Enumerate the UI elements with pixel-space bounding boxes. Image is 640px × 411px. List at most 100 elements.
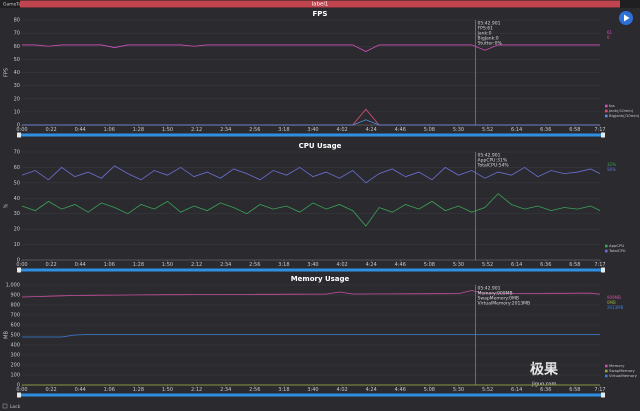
- series-line: [21, 165, 601, 184]
- x-tick-label: 0:00: [16, 262, 27, 268]
- watermark-brand: 极果: [530, 361, 559, 378]
- x-tick-label: 0:44: [75, 387, 86, 393]
- scroll-handle[interactable]: [17, 132, 21, 138]
- y-tick-label: 300: [10, 353, 20, 359]
- x-tick-label: 2:34: [220, 127, 231, 133]
- x-tick-label: 2:12: [191, 127, 202, 133]
- x-tick-label: 6:14: [511, 387, 522, 393]
- scrollbar: [19, 133, 603, 137]
- scroll-handle[interactable]: [17, 267, 21, 273]
- tooltip-line: Memory:909MB: [478, 291, 513, 297]
- legend-swatch: [605, 364, 608, 368]
- y-tick-label: 80: [14, 18, 20, 24]
- tab-name[interactable]: GameTab: [3, 2, 24, 8]
- y-tick-label: 30: [14, 211, 20, 217]
- tooltip-line: FPS:61: [478, 26, 494, 32]
- lock-checkbox[interactable]: [2, 403, 8, 409]
- x-tick-label: 1:06: [104, 262, 115, 268]
- scroll-handle[interactable]: [601, 392, 605, 398]
- x-tick-label: 2:34: [220, 387, 231, 393]
- legend-swatch: [605, 244, 608, 248]
- x-tick-label: 5:52: [482, 262, 493, 268]
- y-axis-label: %: [4, 203, 10, 208]
- x-tick-label: 1:06: [104, 387, 115, 393]
- x-tick-label: 6:58: [569, 127, 580, 133]
- label: label1: [312, 2, 329, 8]
- scroll-handle[interactable]: [601, 132, 605, 138]
- x-tick-label: 5:08: [424, 127, 435, 133]
- x-tick-label: 6:36: [540, 127, 551, 133]
- x-tick-label: 4:46: [395, 387, 406, 393]
- series-line: [21, 290, 601, 298]
- legend-label: TotalCPU: [608, 248, 626, 253]
- x-tick-label: 2:12: [191, 387, 202, 393]
- y-tick-label: 0: [17, 123, 20, 129]
- legend-label: Memory: [609, 363, 625, 368]
- x-tick-label: 1:28: [133, 387, 144, 393]
- x-tick-label: 6:14: [511, 127, 522, 133]
- x-tick-label: 1:50: [162, 262, 173, 268]
- end-label: 2013MB: [607, 305, 624, 310]
- tooltip-line: 05:42.901: [478, 153, 501, 159]
- y-tick-label: 50: [14, 180, 20, 186]
- x-tick-label: 0:22: [45, 127, 56, 133]
- x-tick-label: 4:24: [366, 387, 377, 393]
- x-tick-label: 2:56: [249, 262, 260, 268]
- y-tick-label: 100: [10, 373, 20, 379]
- x-tick-label: 4:46: [395, 262, 406, 268]
- legend-swatch: [605, 369, 608, 373]
- x-tick-label: 2:34: [220, 262, 231, 268]
- x-tick-label: 0:22: [45, 387, 56, 393]
- x-tick-label: 6:36: [540, 262, 551, 268]
- legend-label: VirtualMemory: [609, 373, 638, 378]
- y-tick-label: 0: [17, 258, 20, 264]
- x-tick-label: 4:02: [336, 387, 347, 393]
- y-tick-label: 10: [14, 109, 20, 115]
- tooltip-line: VirtualMemory:2013MB: [478, 301, 531, 307]
- y-tick-label: 50: [14, 57, 20, 63]
- x-tick-label: 3:18: [278, 262, 289, 268]
- x-tick-label: 4:46: [395, 127, 406, 133]
- x-tick-label: 0:44: [75, 262, 86, 268]
- y-tick-label: 10: [14, 242, 20, 248]
- play-icon: [624, 14, 630, 22]
- x-tick-label: 2:56: [249, 387, 260, 393]
- y-tick-label: 70: [14, 150, 20, 156]
- scroll-handle[interactable]: [601, 267, 605, 273]
- tooltip-line: SwapMemory:0MB: [478, 296, 519, 302]
- x-tick-label: 5:52: [482, 387, 493, 393]
- x-tick-label: 2:56: [249, 127, 260, 133]
- end-label: 56%: [607, 167, 616, 172]
- x-tick-label: 1:06: [104, 127, 115, 133]
- series-line: [22, 44, 600, 52]
- x-tick-label: 0:00: [16, 127, 27, 133]
- y-tick-label: 60: [14, 165, 20, 171]
- legend-swatch: [605, 114, 608, 118]
- x-tick-label: 5:30: [453, 262, 464, 268]
- scroll-handle[interactable]: [17, 392, 21, 398]
- y-tick-label: 60: [14, 44, 20, 50]
- x-tick-label: 3:18: [278, 127, 289, 133]
- x-tick-label: 5:08: [424, 387, 435, 393]
- x-tick-label: 4:24: [366, 127, 377, 133]
- y-tick-label: 1,000: [6, 283, 20, 289]
- end-label: 61: [607, 30, 613, 35]
- y-tick-label: 40: [14, 196, 20, 202]
- x-tick-label: 4:24: [366, 262, 377, 268]
- y-tick-label: 900: [10, 293, 20, 299]
- end-label: 909MB: [607, 295, 621, 300]
- x-tick-label: 3:40: [307, 387, 318, 393]
- x-tick-label: 4:02: [336, 127, 347, 133]
- x-tick-label: 0:00: [16, 387, 27, 393]
- chart-title: CPU Usage: [299, 142, 342, 150]
- y-tick-label: 0: [17, 383, 20, 389]
- x-tick-label: 1:28: [133, 262, 144, 268]
- chart-title: FPS: [313, 10, 328, 18]
- x-tick-label: 5:30: [453, 127, 464, 133]
- series-line: [21, 193, 601, 227]
- scrollbar: [19, 268, 603, 272]
- x-tick-label: 3:18: [278, 387, 289, 393]
